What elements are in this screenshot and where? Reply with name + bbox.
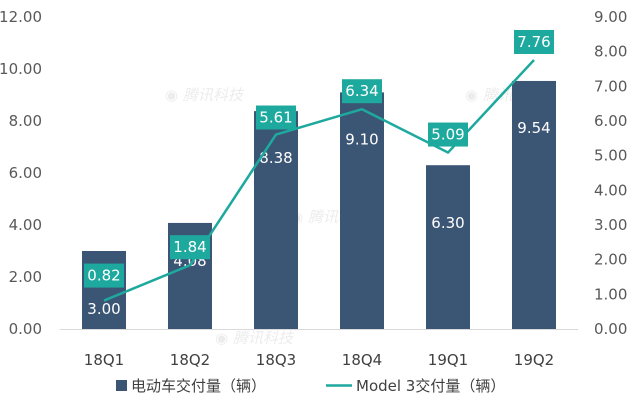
x-label-18Q2: 18Q2: [170, 351, 210, 369]
point-label-box-18Q4: [342, 79, 382, 104]
line-series: 0.82 1.84 5.61 6.34 5.09 7.76: [84, 29, 554, 302]
right-tick-8: 8.00: [594, 43, 627, 61]
left-tick-5: 10.00: [0, 60, 42, 78]
right-tick-3: 3.00: [594, 216, 627, 234]
bar-label-18Q3: 8.38: [259, 149, 292, 167]
bar-label-18Q1: 3.00: [87, 300, 120, 318]
right-tick-6: 6.00: [594, 112, 627, 130]
bar-18Q4: [340, 92, 384, 330]
bar-18Q3: [254, 111, 298, 330]
point-label-19Q1: 5.09: [431, 126, 464, 144]
left-tick-2: 4.00: [9, 216, 42, 234]
legend: 电动车交付量（辆） Model 3交付量（辆）: [116, 377, 505, 395]
x-label-19Q2: 19Q2: [514, 351, 554, 369]
x-label-18Q4: 18Q4: [342, 351, 382, 369]
watermark-3: ◉ 腾讯科技: [215, 329, 295, 347]
point-label-box-19Q2: [514, 29, 554, 54]
point-label-box-19Q1: [428, 122, 468, 147]
point-label-18Q2: 1.84: [173, 238, 206, 256]
watermark-0: ◉ 腾讯科技: [165, 86, 245, 104]
bar-label-19Q1: 6.30: [431, 214, 464, 232]
right-tick-4: 4.00: [594, 181, 627, 199]
bar-19Q1: [426, 165, 470, 329]
left-tick-4: 8.00: [9, 112, 42, 130]
left-tick-6: 12.00: [0, 8, 42, 26]
bars: 3.004.088.389.106.309.54: [82, 80, 556, 330]
point-label-18Q3: 5.61: [259, 109, 292, 127]
point-label-box-18Q3: [256, 105, 296, 130]
x-label-18Q1: 18Q1: [84, 351, 124, 369]
legend-line-label: Model 3交付量（辆）: [356, 377, 505, 395]
right-tick-2: 2.00: [594, 251, 627, 269]
bar-label-19Q2: 9.54: [517, 119, 550, 137]
right-tick-5: 5.00: [594, 147, 627, 165]
point-label-box-18Q2: [170, 235, 210, 260]
point-label-18Q1: 0.82: [87, 267, 120, 285]
left-tick-1: 2.00: [9, 268, 42, 286]
left-axis: 0.00 2.00 4.00 6.00 8.00 10.00 12.00: [0, 8, 42, 338]
point-label-18Q4: 6.34: [345, 82, 378, 100]
x-label-19Q1: 19Q1: [428, 351, 468, 369]
left-tick-3: 6.00: [9, 164, 42, 182]
right-tick-0: 0.00: [594, 320, 627, 338]
right-tick-9: 9.00: [594, 8, 627, 26]
legend-bar-swatch: [116, 380, 127, 391]
x-axis-labels: 18Q1 18Q2 18Q3 18Q4 19Q1 19Q2: [84, 351, 554, 369]
right-tick-1: 1.00: [594, 285, 627, 303]
legend-bar-label: 电动车交付量（辆）: [131, 377, 266, 395]
x-label-18Q3: 18Q3: [256, 351, 296, 369]
left-tick-0: 0.00: [9, 320, 42, 338]
bar-19Q2: [512, 80, 556, 330]
right-axis: 0.00 1.00 2.00 3.00 4.00 5.00 6.00 7.00 8.00 9.00: [594, 8, 627, 338]
point-label-19Q2: 7.76: [517, 33, 550, 51]
bar-label-18Q4: 9.10: [345, 130, 378, 148]
right-tick-7: 7.00: [594, 77, 627, 95]
point-label-box-18Q1: [84, 263, 124, 288]
